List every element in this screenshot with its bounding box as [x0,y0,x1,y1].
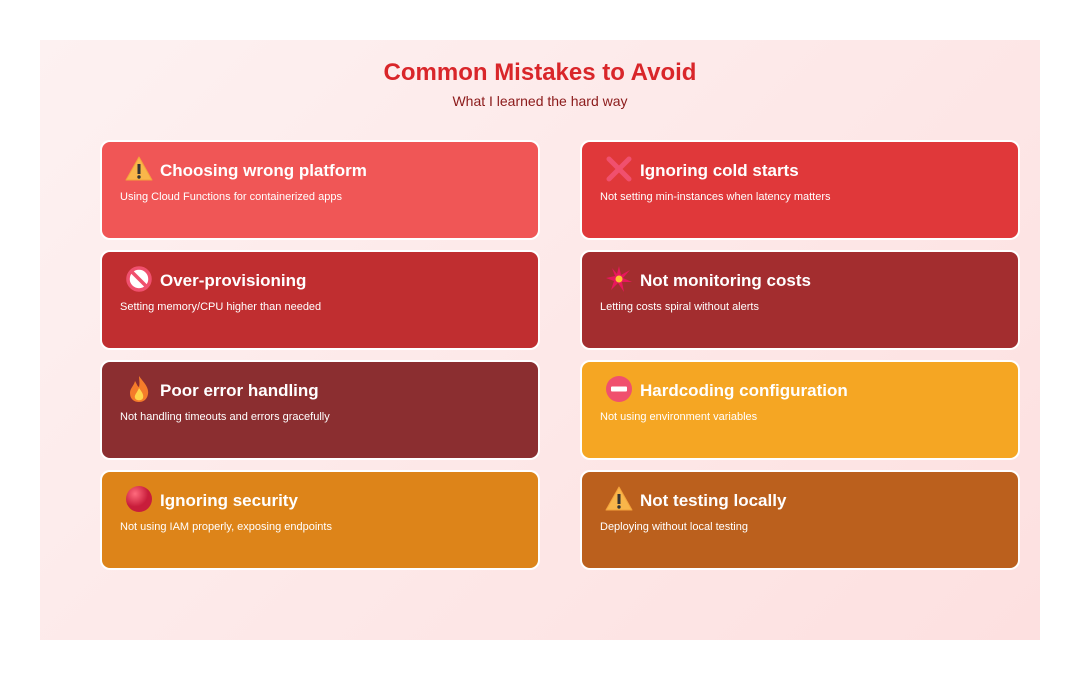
card-title: Not monitoring costs [640,271,811,290]
page-subtitle: What I learned the hard way [452,93,628,109]
mistake-card: Over-provisioning Setting memory/CPU high… [100,250,540,350]
prohibited-icon [124,264,154,294]
card-description: Setting memory/CPU higher than needed [120,301,322,313]
card-description: Not setting min-instances when latency m… [600,191,831,203]
card-description: Letting costs spiral without alerts [600,301,759,313]
card-title: Not testing locally [640,491,787,510]
mistake-card: Ignoring cold starts Not setting min-inst… [580,140,1020,240]
warning-icon [604,484,634,514]
red-circle-icon [124,484,154,514]
no-entry-icon [604,374,634,404]
mistake-card: Poor error handling Not handling timeouts… [100,360,540,460]
card-title: Hardcoding configuration [640,381,848,400]
card-title: Over-provisioning [160,271,307,290]
card-description: Deploying without local testing [600,521,748,533]
card-description: Not using IAM properly, exposing endpoin… [120,521,332,533]
page-title: Common Mistakes to Avoid [383,59,697,86]
card-title: Ignoring security [160,491,298,510]
card-title: Choosing wrong platform [160,161,367,180]
card-title: Ignoring cold starts [640,161,799,180]
mistake-card: Hardcoding configuration Not using enviro… [580,360,1020,460]
mistake-card: Choosing wrong platform Using Cloud Funct… [100,140,540,240]
fire-icon [124,374,154,404]
warning-icon [124,154,154,184]
cross-mark-icon [604,154,634,184]
card-description: Using Cloud Functions for containerized … [120,191,342,203]
card-description: Not using environment variables [600,411,758,423]
mistake-card: Ignoring security Not using IAM properly,… [100,470,540,570]
explosion-icon [604,264,634,294]
mistake-card: Not testing locally Deploying without loc… [580,470,1020,570]
mistake-card: Not monitoring costs Letting costs spiral… [580,250,1020,350]
card-description: Not handling timeouts and errors gracefu… [120,411,330,423]
card-title: Poor error handling [160,381,319,400]
